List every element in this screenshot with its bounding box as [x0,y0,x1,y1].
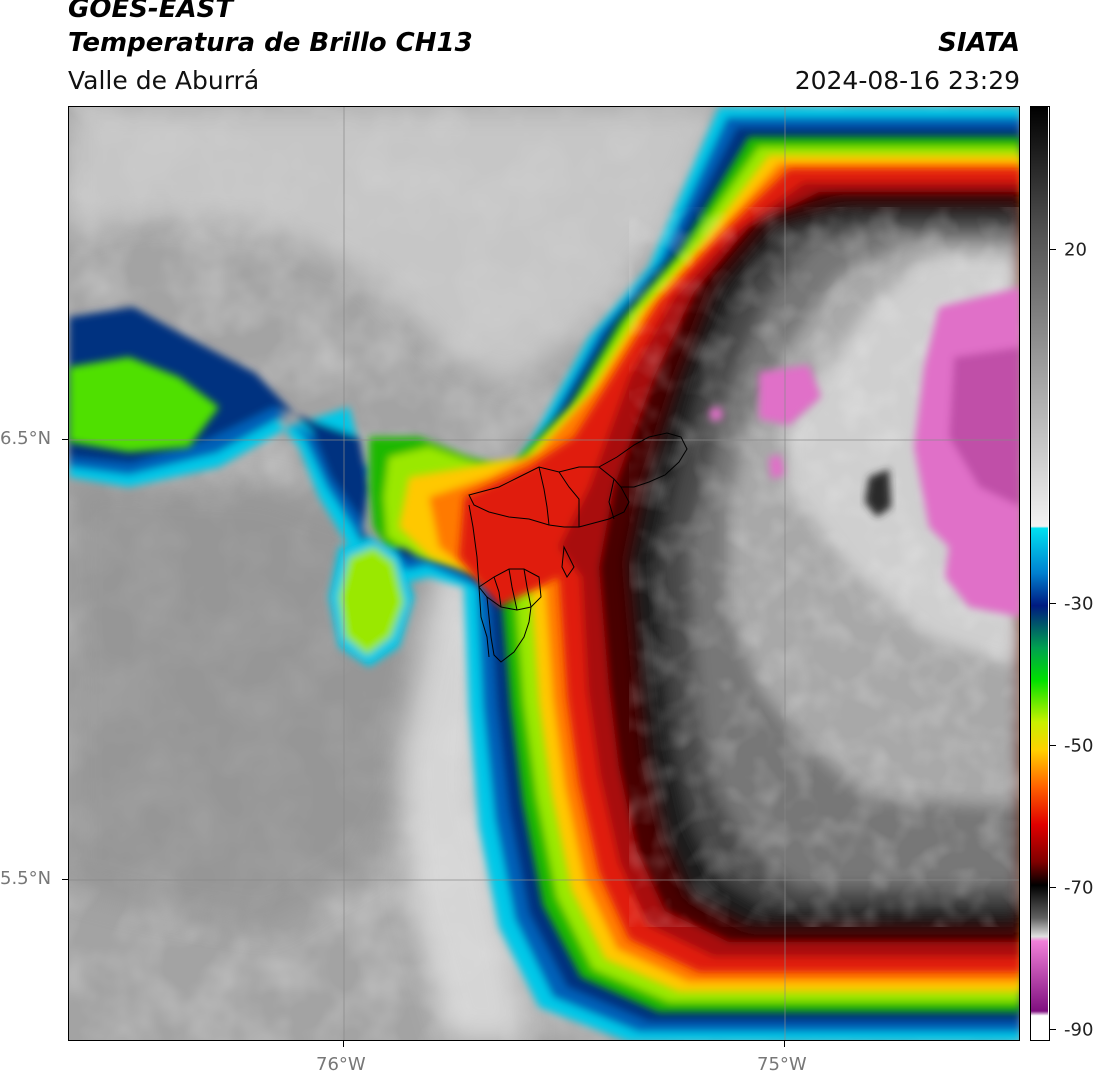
colorbar-tick [1050,603,1056,604]
colorbar-tick [1050,887,1056,888]
latitude-tick [62,439,68,440]
colorbar-tick [1050,249,1056,250]
colorbar-label: 20 [1064,240,1087,261]
satellite-title: GOES-EAST [68,0,233,24]
longitude-label: 75°W [757,1054,807,1075]
latitude-tick [62,879,68,880]
latitude-label: 6.5°N [0,428,51,449]
colorbar [1030,106,1050,1041]
organization-label: SIATA [938,28,1020,58]
colorbar-label: -70 [1064,878,1093,899]
brightness-temperature-field [69,107,1020,1041]
colorbar-tick [1050,1029,1056,1030]
region-label: Valle de Aburrá [68,66,259,95]
longitude-label: 76°W [316,1054,366,1075]
colorbar-tick [1050,745,1056,746]
longitude-tick [343,1041,344,1047]
latitude-label: 5.5°N [0,868,51,889]
colorbar-label: -90 [1064,1020,1093,1041]
timestamp-label: 2024-08-16 23:29 [795,66,1020,95]
colorbar-label: -50 [1064,736,1093,757]
satellite-map[interactable] [68,106,1020,1041]
colorbar-label: -30 [1064,594,1093,615]
longitude-tick [784,1041,785,1047]
product-title: Temperatura de Brillo CH13 [68,28,473,58]
